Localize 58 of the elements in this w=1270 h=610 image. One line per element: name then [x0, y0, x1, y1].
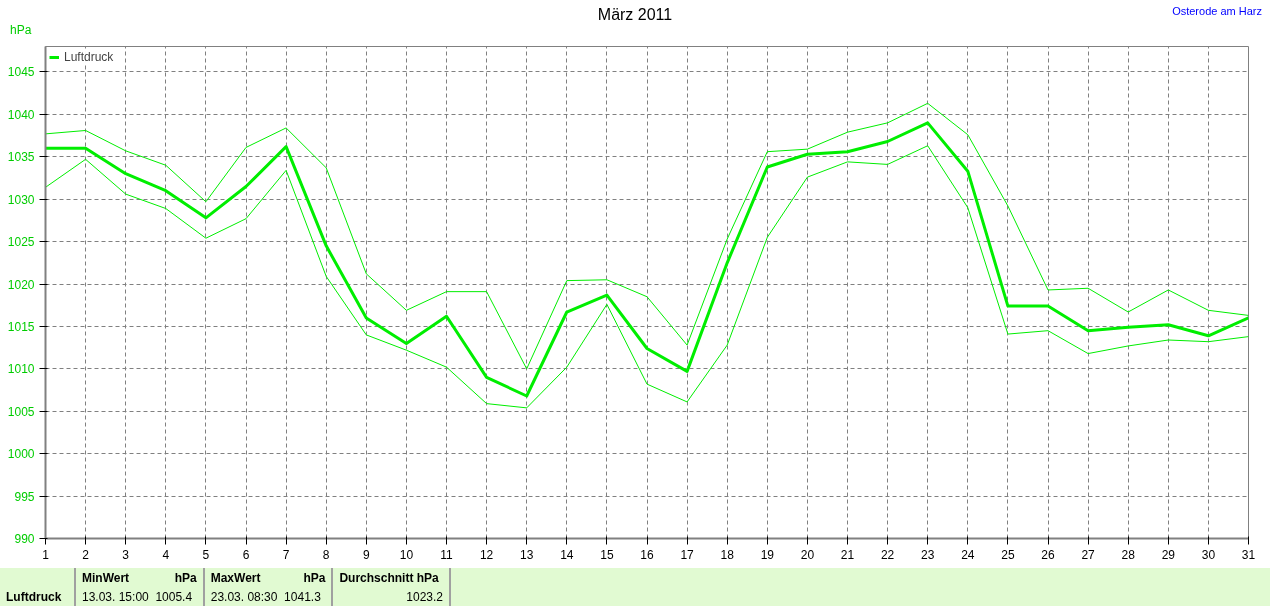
- text: MaxWert: [210, 570, 261, 585]
- y-tick-label: 1015: [7, 319, 35, 334]
- x-tick-label: 15: [600, 547, 614, 562]
- x-tick-label: 27: [1081, 547, 1096, 562]
- x-tick-label: 13: [520, 547, 534, 562]
- x-tick-label: 9: [362, 547, 370, 562]
- x-tick-label: 6: [242, 547, 250, 562]
- x-tick-label: 21: [840, 547, 855, 562]
- text: Luftdruck: [0, 568, 75, 606]
- y-tick-label: 995: [14, 489, 35, 504]
- x-tick-label: 22: [880, 547, 895, 562]
- text: 23.03. 08:30: [210, 589, 278, 604]
- x-tick-label: 2: [82, 547, 90, 562]
- text: 1023.2: [332, 587, 450, 606]
- y-tick-label: 1020: [7, 277, 35, 292]
- x-tick-label: 12: [479, 547, 494, 562]
- x-tick-label: 11: [440, 547, 454, 562]
- y-tick-label: 990: [14, 532, 35, 546]
- x-tick-label: 19: [760, 547, 775, 562]
- y-tick-label: 1025: [7, 235, 35, 250]
- x-tick-label: 8: [322, 547, 330, 562]
- chart-title: März 2011: [597, 6, 673, 23]
- text: hPa: [303, 569, 326, 587]
- text: 1041.3: [284, 589, 321, 604]
- x-tick-label: 31: [1241, 547, 1256, 562]
- text: Durchschnitt hPa: [332, 568, 450, 587]
- y-tick-label: 1000: [7, 447, 35, 462]
- x-tick-label: 4: [162, 547, 170, 562]
- y-axis-title: hPa: [10, 22, 32, 39]
- x-tick-label: 20: [800, 547, 815, 562]
- x-tick-label: 23: [921, 547, 935, 562]
- y-tick-label: 1005: [7, 404, 35, 419]
- x-tick-label: 3: [122, 547, 130, 562]
- text: 1005.4: [155, 589, 193, 604]
- y-tick-label: 1030: [7, 192, 35, 207]
- x-tick-label: 28: [1121, 547, 1136, 562]
- y-tick-label: 1035: [7, 150, 35, 165]
- x-tick-label: 29: [1161, 547, 1176, 562]
- x-tick-label: 25: [1001, 547, 1015, 562]
- x-tick-label: 17: [680, 547, 695, 562]
- x-tick-label: 14: [560, 547, 574, 562]
- text: hPa: [174, 569, 197, 587]
- x-tick-label: 18: [720, 547, 735, 562]
- x-tick-label: 24: [961, 547, 975, 562]
- legend-label: Luftdruck: [64, 50, 114, 64]
- x-tick-label: 16: [640, 547, 654, 562]
- x-tick-label: 30: [1201, 547, 1216, 562]
- y-tick-label: 1010: [7, 362, 35, 377]
- x-tick-label: 26: [1041, 547, 1055, 562]
- x-tick-label: 1: [42, 547, 50, 562]
- text: MinWert: [82, 570, 130, 585]
- y-tick-label: 1045: [7, 65, 35, 80]
- x-tick-label: 5: [202, 547, 210, 562]
- x-tick-label: 10: [399, 547, 414, 562]
- x-tick-label: 7: [282, 547, 290, 562]
- y-tick-label: 1040: [7, 107, 35, 122]
- chart-subtitle: Osterode am Harz: [1172, 4, 1262, 19]
- text: 13.03. 15:00: [82, 589, 149, 604]
